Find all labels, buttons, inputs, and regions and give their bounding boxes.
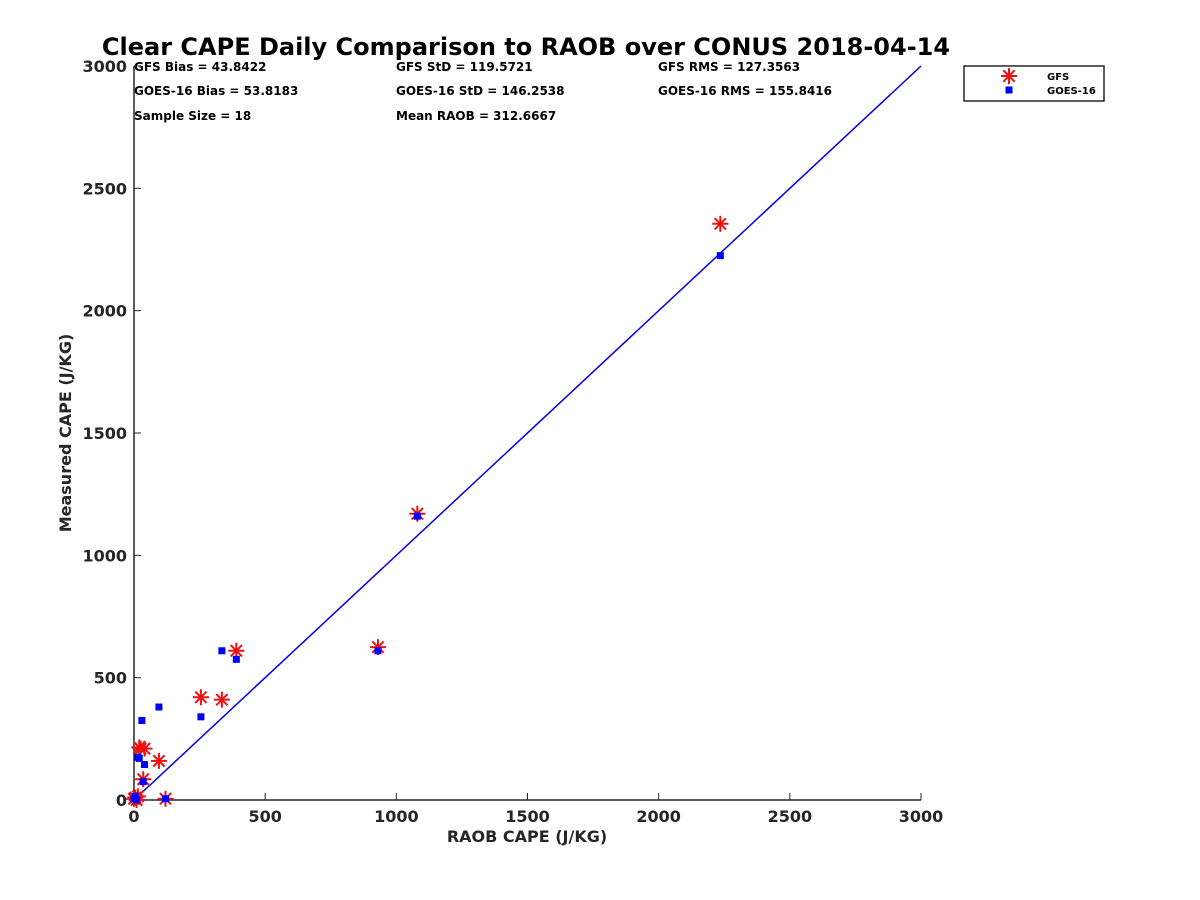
gfs-point <box>213 691 230 708</box>
x-axis-label: RAOB CAPE (J/KG) <box>447 827 607 846</box>
series-gfs <box>126 215 729 808</box>
asterisk-stroke <box>229 644 243 658</box>
x-tick-label: 0 <box>128 807 139 826</box>
y-tick-label: 2000 <box>82 302 127 321</box>
y-tick-label: 3000 <box>82 57 127 76</box>
stat-label: GOES-16 StD = 146.2538 <box>396 84 565 98</box>
stat-label: GOES-16 Bias = 53.8183 <box>134 84 298 98</box>
gfs-point <box>136 740 153 757</box>
asterisk-stroke <box>713 217 727 231</box>
y-tick-label: 0 <box>116 791 127 810</box>
goes16-point <box>232 655 240 663</box>
asterisk-stroke <box>371 640 385 654</box>
x-tick-label: 2000 <box>636 807 681 826</box>
series-goes-16 <box>130 252 724 804</box>
stat-label: GFS StD = 119.5721 <box>396 60 533 74</box>
goes16-point <box>374 647 382 655</box>
stat-label: Sample Size = 18 <box>134 109 251 123</box>
axes: 0 500 1000 1500 2000 2500 3000 0 500 1000 1500 2000… <box>82 57 943 826</box>
goes16-point <box>716 252 724 260</box>
y-tick-label: 500 <box>94 669 127 688</box>
gfs-point <box>369 639 386 656</box>
x-tick-label: 2500 <box>768 807 813 826</box>
chart-title: Clear CAPE Daily Comparison to RAOB over… <box>102 33 950 61</box>
y-axis-label: Measured CAPE (J/KG) <box>56 334 75 533</box>
asterisk-stroke <box>194 690 208 704</box>
x-tick-label: 1000 <box>374 807 419 826</box>
legend-gfs-marker <box>1001 68 1017 84</box>
stat-label: Mean RAOB = 312.6667 <box>396 109 556 123</box>
goes16-point <box>133 796 141 804</box>
one-to-one-line <box>133 65 922 801</box>
goes16-point <box>197 713 205 721</box>
legend-goes16-marker <box>1005 86 1013 94</box>
x-tick-label: 1500 <box>505 807 550 826</box>
y-tick-label: 1500 <box>82 424 127 443</box>
statistics-annotations: GFS Bias = 43.8422 GFS StD = 119.5721 GFS … <box>134 60 832 123</box>
data-points <box>126 215 729 808</box>
goes16-point <box>161 795 169 803</box>
goes16-point <box>218 647 226 655</box>
y-tick-label: 2500 <box>82 179 127 198</box>
gfs-point <box>192 689 209 706</box>
legend: GFS GOES-16 <box>963 65 1105 102</box>
goes16-point <box>135 754 143 762</box>
legend-label: GOES-16 <box>1047 86 1096 97</box>
x-tick-label: 500 <box>248 807 281 826</box>
goes16-point <box>413 512 421 520</box>
legend-label: GFS <box>1047 72 1069 83</box>
legend-box <box>963 65 1105 102</box>
goes16-point <box>139 778 147 786</box>
goes16-point <box>140 761 148 769</box>
goes16-point <box>155 703 163 711</box>
gfs-point <box>712 215 729 232</box>
gfs-point <box>150 752 167 769</box>
asterisk-stroke <box>215 693 229 707</box>
goes16-point <box>138 716 146 724</box>
stat-label: GFS RMS = 127.3563 <box>658 60 800 74</box>
y-tick-label: 1000 <box>82 546 127 565</box>
asterisk-stroke <box>1002 69 1016 83</box>
asterisk-stroke <box>138 742 151 755</box>
asterisk-stroke <box>152 754 166 768</box>
x-tick-label: 3000 <box>899 807 944 826</box>
reference-line-layer <box>133 65 922 801</box>
goes16-point <box>131 792 139 800</box>
stat-label: GFS Bias = 43.8422 <box>134 60 266 74</box>
stat-label: GOES-16 RMS = 155.8416 <box>658 84 832 98</box>
